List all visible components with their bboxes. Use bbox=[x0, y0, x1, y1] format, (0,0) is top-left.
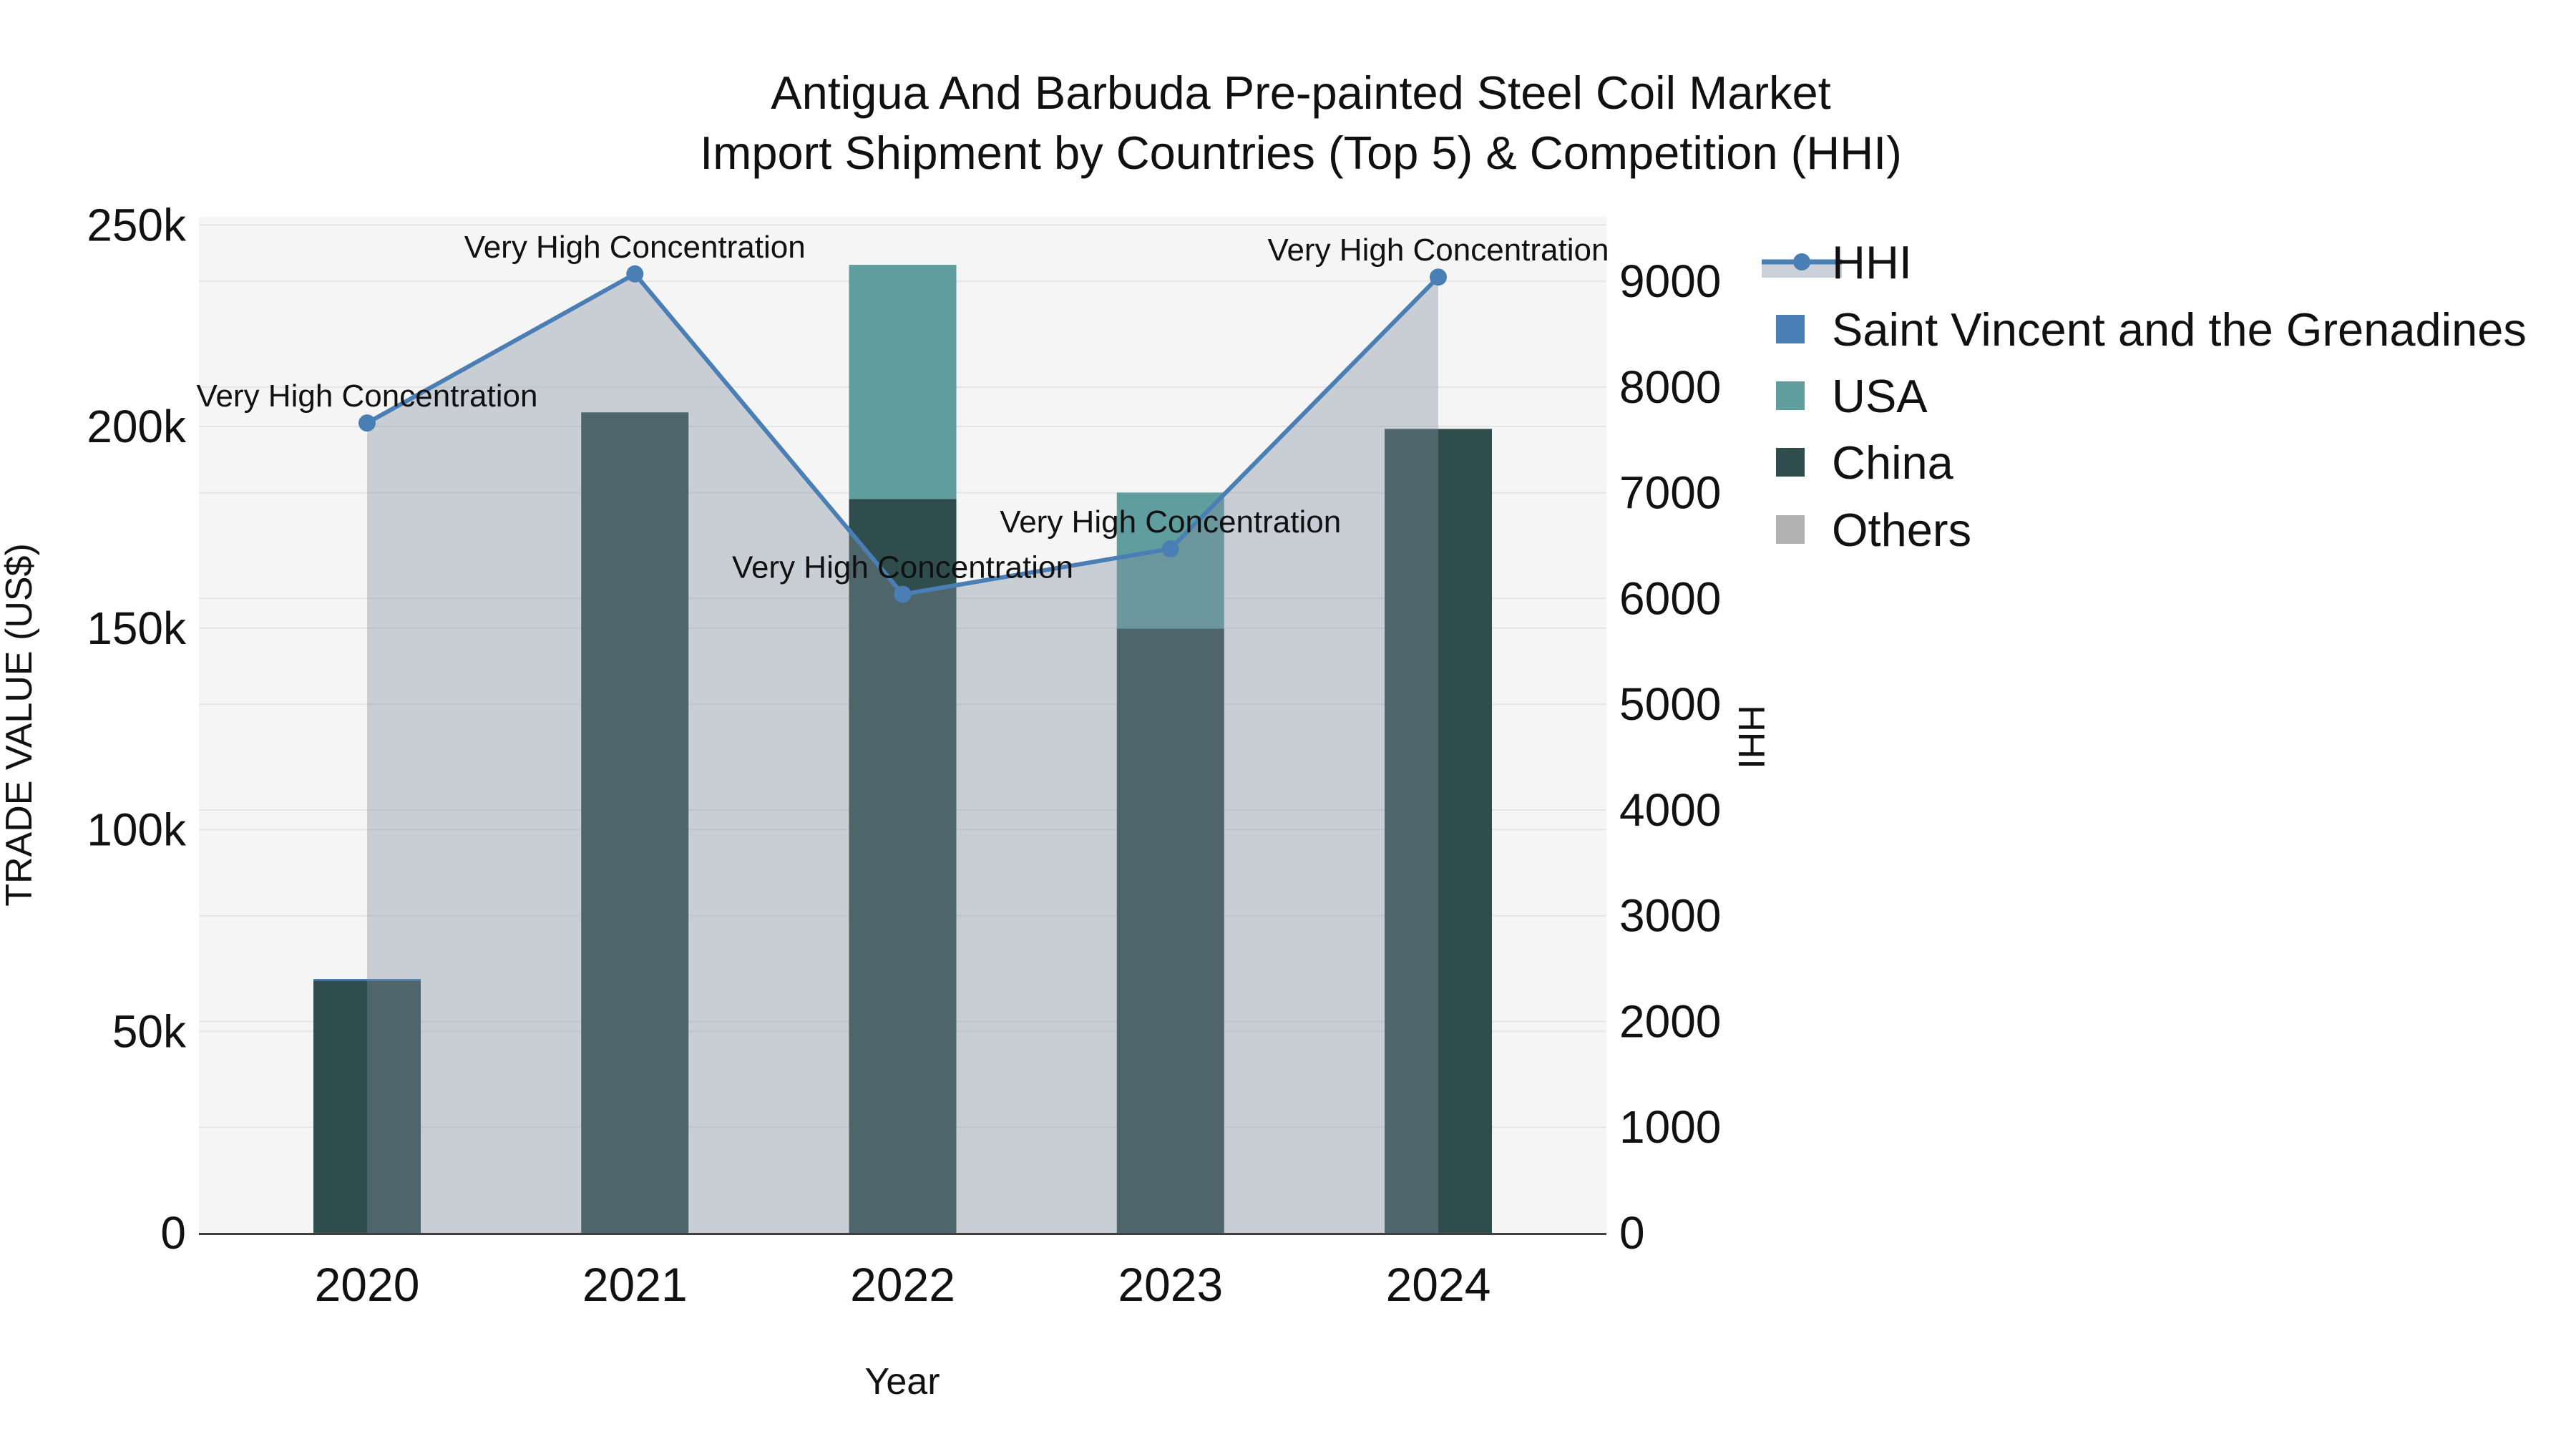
y-left-tick-100k: 100k bbox=[87, 804, 187, 856]
legend-label-3: China bbox=[1832, 436, 1954, 489]
y-right-tick-1000: 1000 bbox=[1619, 1101, 1721, 1153]
bar-china-2023[interactable] bbox=[1116, 628, 1224, 1233]
y-right-tick-4000: 4000 bbox=[1619, 784, 1721, 836]
y-right-tick-3000: 3000 bbox=[1619, 890, 1721, 942]
annotation-2021: Very High Concentration bbox=[464, 230, 806, 265]
legend-hhi-marker-icon bbox=[1793, 253, 1810, 270]
x-tick-2023: 2023 bbox=[1118, 1258, 1223, 1311]
hhi-point-2021[interactable] bbox=[626, 265, 644, 283]
y-left-tick-50k: 50k bbox=[112, 1005, 187, 1057]
y-left-tick-0: 0 bbox=[160, 1207, 186, 1259]
legend-item-usa[interactable]: USA bbox=[1776, 370, 1928, 422]
x-tick-2021: 2021 bbox=[582, 1258, 688, 1311]
annotation-2023: Very High Concentration bbox=[1000, 504, 1341, 540]
annotation-2024: Very High Concentration bbox=[1268, 233, 1609, 268]
legend-item-china[interactable]: China bbox=[1776, 436, 1954, 489]
hhi-point-2024[interactable] bbox=[1430, 268, 1447, 286]
legend-label-2: USA bbox=[1832, 370, 1928, 422]
chart-title: Antigua And Barbuda Pre-painted Steel Co… bbox=[700, 63, 1902, 183]
y-left-tick-150k: 150k bbox=[87, 602, 187, 654]
legend-swatch-icon bbox=[1776, 448, 1805, 477]
bar-usa-2022[interactable] bbox=[849, 265, 957, 499]
tick-labels: 0 50k 100k 150k 200k 250k 0 1000 2000 3000 4000 500… bbox=[87, 199, 1721, 1311]
hhi-point-2022[interactable] bbox=[894, 585, 912, 603]
legend-item-others[interactable]: Others bbox=[1776, 504, 1971, 556]
x-axis-title: Year bbox=[864, 1361, 940, 1402]
y-left-tick-200k: 200k bbox=[87, 401, 187, 452]
legend-label-1: Saint Vincent and the Grenadines bbox=[1832, 303, 2527, 356]
y-right-tick-6000: 6000 bbox=[1619, 572, 1721, 624]
hhi-point-2020[interactable] bbox=[358, 414, 376, 432]
chart-title-line2: Import Shipment by Countries (Top 5) & C… bbox=[700, 127, 1902, 179]
legend-label-0: HHI bbox=[1832, 236, 1912, 288]
bar-china-2024[interactable] bbox=[1385, 429, 1492, 1233]
y-right-tick-9000: 9000 bbox=[1619, 255, 1721, 307]
y-right-tick-5000: 5000 bbox=[1619, 678, 1721, 730]
legend-item-saint-vincent-and-the-grenadines[interactable]: Saint Vincent and the Grenadines bbox=[1776, 303, 2527, 356]
hhi-area-fill bbox=[367, 273, 1438, 1233]
bar-china-2021[interactable] bbox=[581, 412, 689, 1233]
y-right-axis-title: HHI bbox=[1730, 705, 1772, 769]
y-left-axis-title: TRADE VALUE (US$) bbox=[0, 543, 40, 907]
legend-swatch-icon bbox=[1776, 315, 1805, 343]
legend: HHI Saint Vincent and the Grenadines USA Ch… bbox=[1762, 236, 2527, 556]
chart-title-line1: Antigua And Barbuda Pre-painted Steel Co… bbox=[771, 67, 1831, 119]
y-right-tick-2000: 2000 bbox=[1619, 995, 1721, 1047]
legend-swatch-icon bbox=[1776, 515, 1805, 544]
bar-saint-vincent-and-the-grenadines-2020[interactable] bbox=[313, 979, 421, 981]
y-right-tick-8000: 8000 bbox=[1619, 361, 1721, 413]
x-tick-2022: 2022 bbox=[850, 1258, 955, 1311]
bar-china-2022[interactable] bbox=[849, 499, 957, 1233]
annotation-2020: Very High Concentration bbox=[197, 379, 538, 414]
bar-china-2020[interactable] bbox=[313, 980, 421, 1233]
x-tick-2020: 2020 bbox=[315, 1258, 420, 1311]
legend-item-hhi[interactable]: HHI bbox=[1762, 236, 1912, 288]
hhi-point-2023[interactable] bbox=[1161, 540, 1179, 557]
legend-swatch-icon bbox=[1776, 381, 1805, 410]
y-right-tick-7000: 7000 bbox=[1619, 467, 1721, 519]
x-tick-2024: 2024 bbox=[1386, 1258, 1491, 1311]
y-left-tick-250k: 250k bbox=[87, 199, 187, 250]
legend-label-4: Others bbox=[1832, 504, 1971, 556]
annotation-2022: Very High Concentration bbox=[732, 550, 1073, 585]
y-right-tick-0: 0 bbox=[1619, 1207, 1645, 1259]
bars bbox=[313, 265, 1492, 1233]
